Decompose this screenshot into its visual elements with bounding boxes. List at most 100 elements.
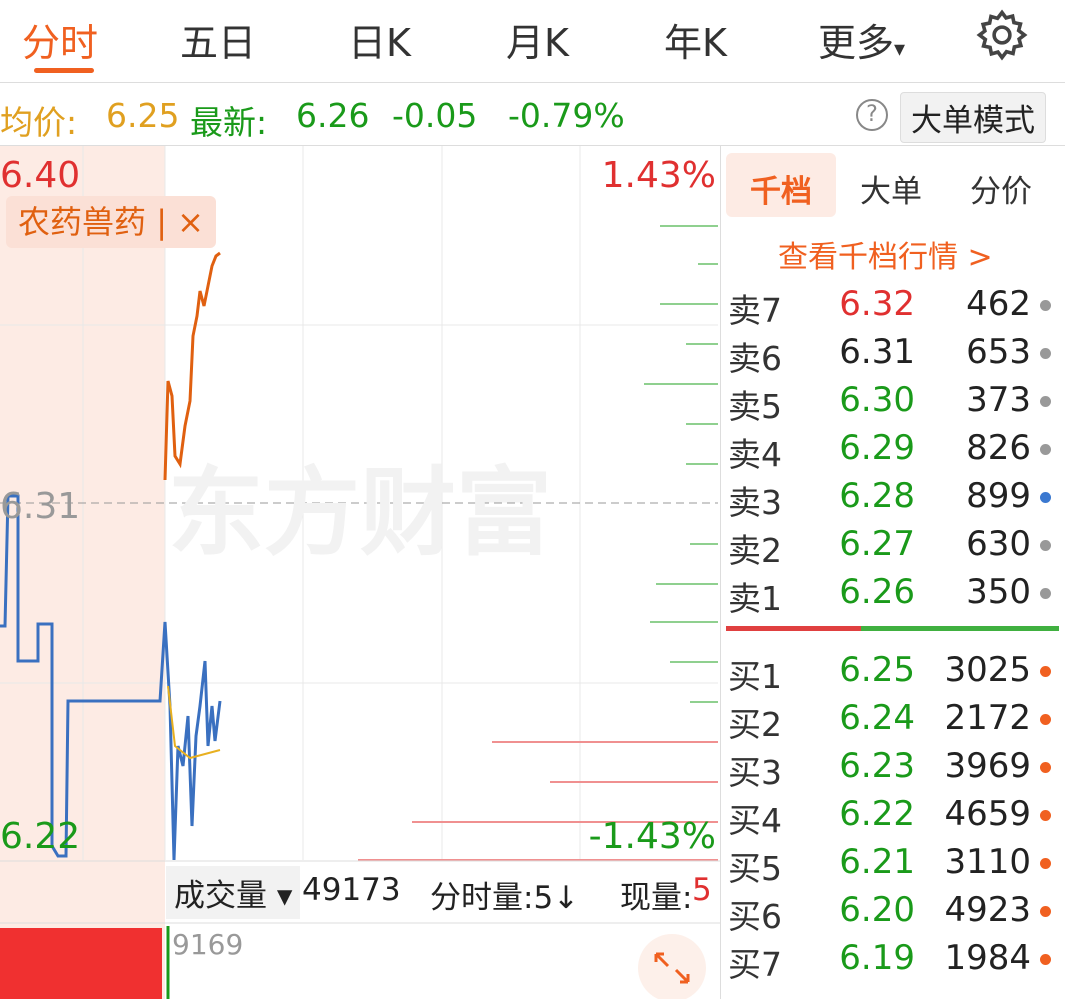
- level-dot: [1040, 300, 1051, 311]
- volume-max: 9169: [172, 928, 244, 961]
- level-qty: 462: [966, 284, 1031, 324]
- level-label: 卖4: [728, 435, 782, 474]
- book-link[interactable]: 查看千档行情 >: [778, 240, 993, 275]
- level-dot: [1040, 588, 1051, 599]
- tab[interactable]: 日K: [348, 21, 411, 65]
- avg-line: [167, 685, 221, 760]
- tab[interactable]: 年K: [664, 21, 727, 65]
- level-label: 买7: [728, 945, 782, 984]
- watermark: 东方财富: [168, 457, 552, 569]
- pct-high: 1.43%: [601, 155, 716, 196]
- level-dot: [1040, 858, 1051, 869]
- change-pct: -0.79%: [508, 96, 625, 135]
- volume: 49173: [302, 872, 401, 908]
- chart: 东方财富: [0, 146, 720, 999]
- tab[interactable]: 五日: [180, 21, 257, 65]
- level-dot: [1040, 714, 1051, 725]
- tab-underline: [34, 68, 94, 73]
- divider: [720, 146, 721, 999]
- level-label: 卖3: [728, 483, 782, 522]
- level-label: 买2: [728, 705, 782, 744]
- level-label: 买6: [728, 897, 782, 936]
- level-price: 6.29: [839, 428, 915, 468]
- tag-close[interactable]: ×: [177, 203, 204, 241]
- level-price: 6.23: [839, 746, 915, 786]
- level-price: 6.22: [839, 794, 915, 834]
- level-qty: 899: [966, 476, 1031, 516]
- ratio-bar-buy: [861, 626, 1059, 631]
- level-dot: [1040, 810, 1051, 821]
- help-icon[interactable]: ?: [856, 99, 888, 131]
- level-price: 6.19: [839, 938, 915, 978]
- tag-text: 农药兽药: [18, 203, 147, 241]
- price-line: [163, 251, 221, 481]
- book-tab[interactable]: 大单: [860, 174, 922, 210]
- level-label: 买4: [728, 801, 782, 840]
- tab[interactable]: 更多▾: [818, 21, 906, 65]
- avg-price: 6.25: [106, 96, 180, 135]
- selector-text: 成交量: [174, 878, 267, 914]
- level-price: 6.21: [839, 842, 915, 882]
- ratio-bar-sell: [726, 626, 861, 631]
- level-dot: [1040, 348, 1051, 359]
- level-label: 卖1: [728, 579, 782, 618]
- level-dot: [1040, 396, 1051, 407]
- level-price: 6.31: [839, 332, 915, 372]
- level-qty: 350: [966, 572, 1031, 612]
- price-high: 6.40: [0, 155, 81, 196]
- current-volume: 5: [692, 872, 712, 908]
- level-price: 6.24: [839, 698, 915, 738]
- level-price: 6.27: [839, 524, 915, 564]
- level-qty: 4923: [944, 890, 1031, 930]
- expand-icon: [654, 952, 690, 984]
- settings-icon[interactable]: [975, 8, 1029, 62]
- level-dot: [1040, 492, 1051, 503]
- price-low: 6.22: [0, 816, 81, 857]
- level-price: 6.25: [839, 650, 915, 690]
- expand-button[interactable]: [638, 934, 706, 999]
- indicator-selector[interactable]: 成交量 ▾: [166, 866, 301, 919]
- tick-volume: 分时量:5↓: [430, 880, 580, 916]
- tab[interactable]: 分时: [22, 21, 99, 65]
- active-tab-bg: [726, 153, 836, 217]
- book-tab[interactable]: 分价: [970, 174, 1032, 210]
- pct-low: -1.43%: [588, 816, 716, 857]
- level-label: 卖6: [728, 339, 782, 378]
- level-dot: [1040, 666, 1051, 677]
- depth-curve: [0, 494, 222, 861]
- level-qty: 630: [966, 524, 1031, 564]
- level-qty: 1984: [944, 938, 1031, 978]
- level-price: 6.28: [839, 476, 915, 516]
- level-dot: [1040, 444, 1051, 455]
- level-qty: 826: [966, 428, 1031, 468]
- current-label: 现量:: [620, 880, 693, 916]
- volume-bars: [0, 928, 162, 999]
- avg-label: 均价:: [0, 103, 78, 142]
- level-dot: [1040, 954, 1051, 965]
- level-label: 卖2: [728, 531, 782, 570]
- price-mid: 6.31: [0, 486, 81, 527]
- level-label: 卖5: [728, 387, 782, 426]
- level-qty: 2172: [944, 698, 1031, 738]
- tab[interactable]: 月K: [506, 21, 569, 65]
- divider: [0, 145, 1065, 146]
- level-qty: 3110: [944, 842, 1031, 882]
- divider: [0, 82, 1065, 83]
- depth-lines: [644, 225, 718, 703]
- latest-label: 最新:: [190, 103, 268, 142]
- latest-price: 6.26: [296, 96, 370, 135]
- level-qty: 3969: [944, 746, 1031, 786]
- change: -0.05: [392, 96, 478, 135]
- level-label: 买3: [728, 753, 782, 792]
- level-price: 6.26: [839, 572, 915, 612]
- sector-tag[interactable]: 农药兽药 | ×: [6, 196, 216, 248]
- level-price: 6.32: [839, 284, 915, 324]
- level-qty: 373: [966, 380, 1031, 420]
- mode-button[interactable]: 大单模式: [900, 92, 1046, 143]
- level-label: 卖7: [728, 291, 782, 330]
- level-label: 买1: [728, 657, 782, 696]
- level-label: 买5: [728, 849, 782, 888]
- level-dot: [1040, 906, 1051, 917]
- book-tab[interactable]: 千档: [750, 174, 812, 210]
